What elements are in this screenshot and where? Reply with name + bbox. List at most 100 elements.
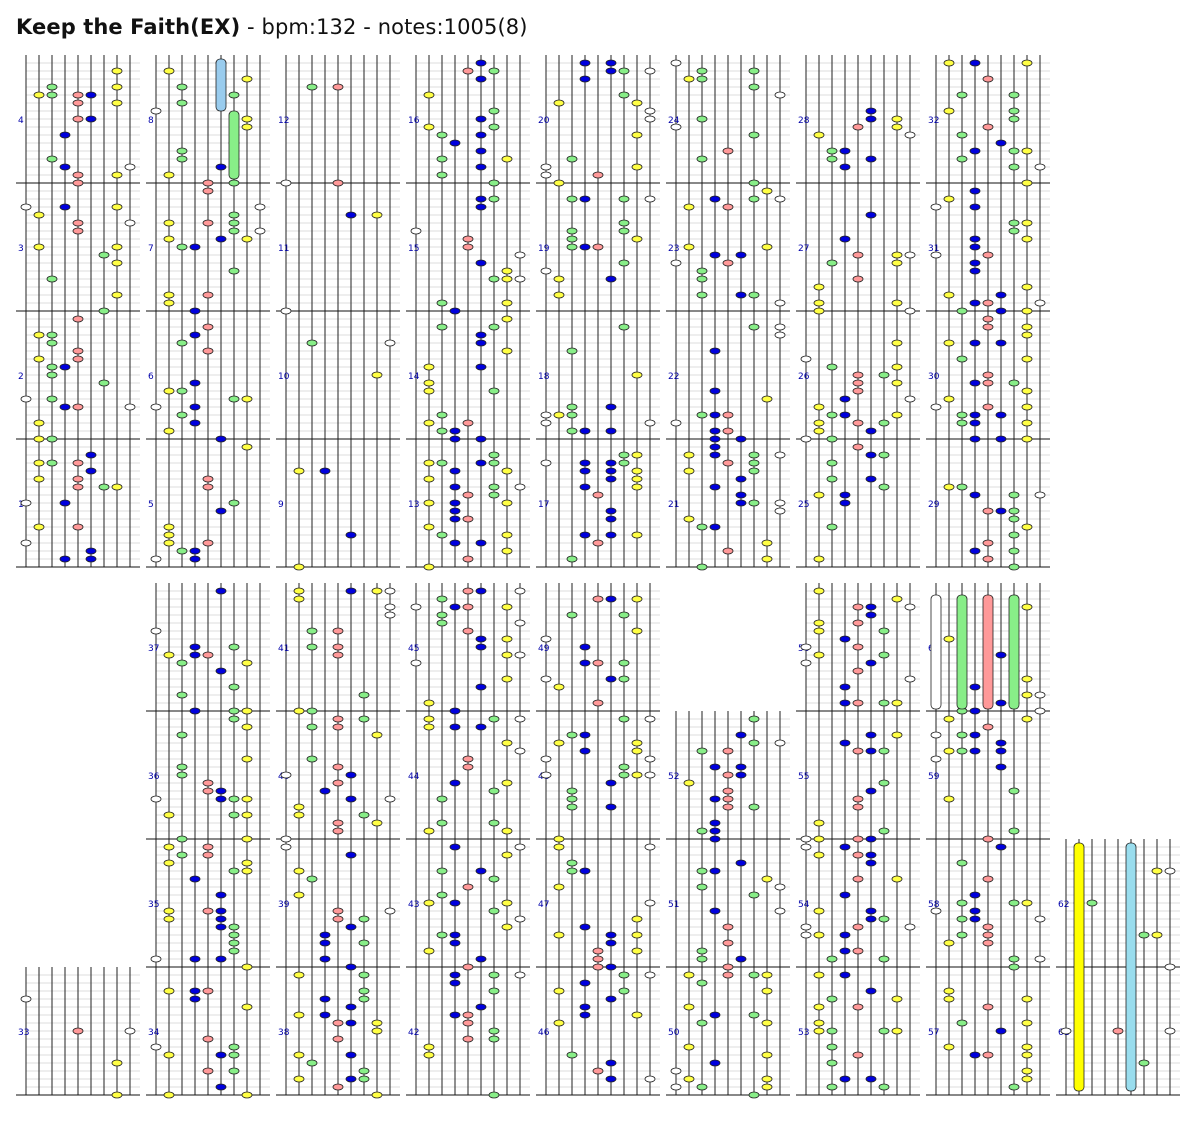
note [852,387,864,395]
note [722,771,734,779]
note [865,859,877,867]
note [501,299,513,307]
note [501,531,513,539]
note [1021,331,1033,339]
note [371,1027,383,1035]
note [904,131,916,139]
note [696,1019,708,1027]
note [995,763,1007,771]
note [293,803,305,811]
note [852,603,864,611]
note [241,395,253,403]
note [852,699,864,707]
note [1008,163,1020,171]
note [449,515,461,523]
note [280,307,292,315]
note [306,643,318,651]
note [579,1003,591,1011]
note [813,907,825,915]
note [618,611,630,619]
note [488,819,500,827]
note [813,651,825,659]
note [735,499,747,507]
note [592,491,604,499]
note [1008,531,1020,539]
note [579,459,591,467]
note [449,499,461,507]
note [774,907,786,915]
note [709,411,721,419]
note [696,411,708,419]
note [943,1043,955,1051]
note [696,75,708,83]
note [202,179,214,187]
note [878,915,890,923]
note [449,971,461,979]
note [891,379,903,387]
measure-number: 6 [148,372,154,382]
note [215,787,227,795]
note [423,387,435,395]
note [709,835,721,843]
note [488,107,500,115]
note [1021,323,1033,331]
note [228,707,240,715]
note [59,499,71,507]
note [891,1027,903,1035]
note [878,955,890,963]
note [553,739,565,747]
note [46,275,58,283]
note [865,155,877,163]
note [85,467,97,475]
note [241,75,253,83]
note [566,427,578,435]
note [228,1051,240,1059]
note [423,91,435,99]
note [488,987,500,995]
note [982,371,994,379]
note [605,459,617,467]
note [475,723,487,731]
note [735,291,747,299]
note [852,875,864,883]
note [1021,235,1033,243]
note [579,659,591,667]
note [1021,995,1033,1003]
note [423,715,435,723]
note [605,531,617,539]
note [332,763,344,771]
long-note [215,58,227,112]
note [800,835,812,843]
note [72,459,84,467]
long-note [930,594,942,710]
note [215,587,227,595]
note [904,307,916,315]
note [150,403,162,411]
note [579,427,591,435]
note [332,1083,344,1091]
note [696,827,708,835]
note [332,1019,344,1027]
note [852,275,864,283]
note [943,483,955,491]
measure-number: 38 [278,1028,290,1038]
note [163,859,175,867]
note [813,619,825,627]
note [306,723,318,731]
note [852,835,864,843]
note [1008,787,1020,795]
note [1034,299,1046,307]
measure-number: 51 [668,900,679,910]
note [592,659,604,667]
note [865,835,877,843]
note [618,323,630,331]
note [969,491,981,499]
note [475,363,487,371]
note [761,1019,773,1027]
note [1008,379,1020,387]
note [592,947,604,955]
note [410,603,422,611]
note [436,531,448,539]
note [631,915,643,923]
note [176,243,188,251]
